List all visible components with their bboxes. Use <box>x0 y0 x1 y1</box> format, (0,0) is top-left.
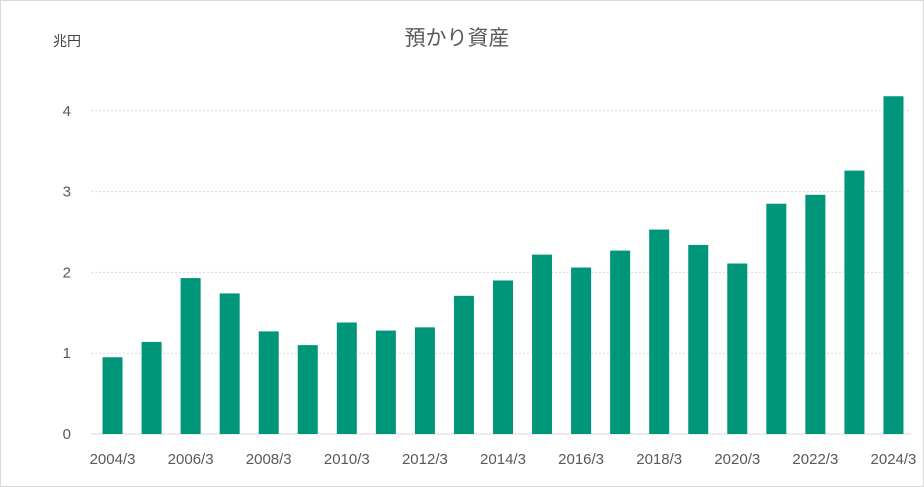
y-axis-ticks: 0 1 2 3 4 <box>63 103 71 443</box>
bar-2005-3 <box>141 341 162 434</box>
y-axis-unit-label: 兆円 <box>53 34 81 50</box>
bar-2022-3 <box>805 194 826 434</box>
x-tick-label: 2010/3 <box>324 451 370 468</box>
bar-2019-3 <box>688 244 709 434</box>
x-axis-ticks: 2004/3 2006/3 2008/3 2010/3 2012/3 2014/3 2016… <box>90 451 917 468</box>
bar-2024-3 <box>883 96 904 435</box>
bar-2008-3 <box>258 331 279 434</box>
bar-2013-3 <box>453 295 474 434</box>
bar-2011-3 <box>375 330 396 434</box>
chart-title: 預かり資産 <box>405 26 510 50</box>
x-tick-label: 2006/3 <box>168 451 214 468</box>
bar-2006-3 <box>180 278 201 434</box>
y-tick-label: 1 <box>63 345 71 362</box>
bar-2007-3 <box>219 293 240 434</box>
x-tick-label: 2020/3 <box>714 451 760 468</box>
y-tick-label: 3 <box>63 184 71 201</box>
bar-2015-3 <box>532 254 553 434</box>
bar-2017-3 <box>610 250 631 434</box>
bar-2021-3 <box>766 203 787 434</box>
bar-2023-3 <box>844 170 865 435</box>
y-tick-label: 4 <box>63 103 71 120</box>
bar-2018-3 <box>649 229 670 434</box>
bar-2009-3 <box>297 345 318 434</box>
x-tick-label: 2018/3 <box>636 451 682 468</box>
bar-2014-3 <box>493 280 513 434</box>
x-tick-label: 2024/3 <box>871 451 917 468</box>
bar-2012-3 <box>414 327 435 434</box>
x-tick-label: 2014/3 <box>480 451 526 468</box>
x-tick-label: 2004/3 <box>90 451 136 468</box>
y-tick-label: 0 <box>63 426 71 443</box>
x-tick-label: 2008/3 <box>246 451 292 468</box>
x-tick-label: 2016/3 <box>558 451 604 468</box>
bar-2004-3 <box>102 357 123 434</box>
bars <box>102 96 904 435</box>
bar-2020-3 <box>727 263 748 434</box>
bar-2010-3 <box>336 322 357 434</box>
x-tick-label: 2012/3 <box>402 451 448 468</box>
x-tick-label: 2022/3 <box>792 451 838 468</box>
y-tick-label: 2 <box>63 264 71 281</box>
bar-2016-3 <box>571 267 592 434</box>
